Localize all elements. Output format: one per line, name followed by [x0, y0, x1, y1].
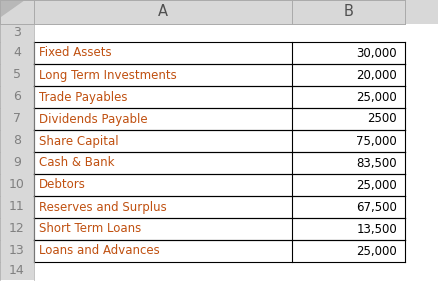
- Text: B: B: [343, 4, 353, 20]
- Text: 75,000: 75,000: [356, 134, 396, 148]
- Text: 13,500: 13,500: [356, 223, 396, 236]
- Text: Trade Payables: Trade Payables: [39, 91, 127, 103]
- Bar: [34, 240, 404, 262]
- Bar: [34, 174, 404, 196]
- Bar: [0, 218, 34, 240]
- Text: 2500: 2500: [367, 112, 396, 125]
- Bar: [34, 262, 404, 280]
- Text: 83,500: 83,500: [356, 157, 396, 169]
- Bar: [0, 86, 34, 108]
- Text: 14: 14: [9, 265, 25, 278]
- Bar: [34, 196, 404, 218]
- Text: Dividends Payable: Dividends Payable: [39, 112, 147, 125]
- Bar: [0, 42, 34, 64]
- Text: 13: 13: [9, 244, 25, 257]
- Text: Reserves and Surplus: Reserves and Surplus: [39, 200, 166, 214]
- Bar: [0, 152, 34, 174]
- Polygon shape: [0, 0, 24, 17]
- Text: 25,000: 25,000: [356, 178, 396, 191]
- Bar: [0, 240, 34, 262]
- Bar: [0, 24, 34, 42]
- Bar: [34, 24, 404, 42]
- Text: 12: 12: [9, 223, 25, 236]
- Bar: [34, 130, 404, 152]
- Text: Share Capital: Share Capital: [39, 134, 118, 148]
- Text: 25,000: 25,000: [356, 244, 396, 257]
- Text: 5: 5: [13, 68, 21, 82]
- Bar: [0, 130, 34, 152]
- Bar: [34, 152, 404, 174]
- Bar: [34, 108, 404, 130]
- Bar: [34, 42, 404, 64]
- Bar: [0, 64, 34, 86]
- Text: 9: 9: [13, 157, 21, 169]
- Text: 67,500: 67,500: [355, 200, 396, 214]
- Text: 4: 4: [13, 46, 21, 59]
- Text: 3: 3: [13, 26, 21, 40]
- Text: Fixed Assets: Fixed Assets: [39, 46, 111, 59]
- Bar: [0, 262, 34, 280]
- Bar: [34, 218, 404, 240]
- Text: Cash & Bank: Cash & Bank: [39, 157, 114, 169]
- Bar: [0, 196, 34, 218]
- Bar: [34, 86, 404, 108]
- Bar: [0, 0, 438, 24]
- Text: 6: 6: [13, 91, 21, 103]
- Bar: [0, 108, 34, 130]
- Text: Loans and Advances: Loans and Advances: [39, 244, 159, 257]
- Text: Debtors: Debtors: [39, 178, 86, 191]
- Bar: [0, 174, 34, 196]
- Text: 20,000: 20,000: [356, 68, 396, 82]
- Text: 7: 7: [13, 112, 21, 125]
- Text: 25,000: 25,000: [356, 91, 396, 103]
- Text: A: A: [158, 4, 168, 20]
- Text: 11: 11: [9, 200, 25, 214]
- Text: 8: 8: [13, 134, 21, 148]
- Bar: [34, 64, 404, 86]
- Text: Long Term Investments: Long Term Investments: [39, 68, 177, 82]
- Text: 30,000: 30,000: [356, 46, 396, 59]
- Text: Short Term Loans: Short Term Loans: [39, 223, 141, 236]
- Text: 10: 10: [9, 178, 25, 191]
